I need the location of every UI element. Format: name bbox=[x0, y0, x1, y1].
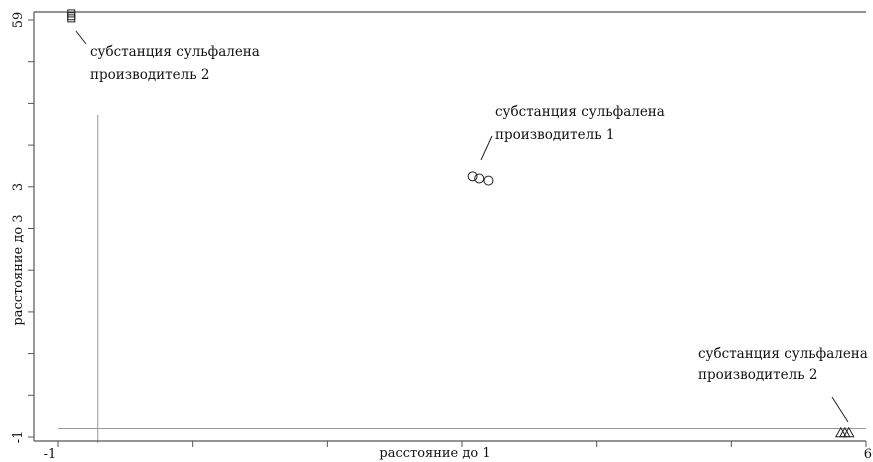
data-point-circle bbox=[467, 171, 478, 182]
annotation-leader-line bbox=[831, 396, 849, 423]
y-tick-label: 59 bbox=[11, 12, 26, 29]
annotation-label: субстанция сульфалена bbox=[90, 44, 260, 60]
x-tick-label: -1 bbox=[44, 447, 57, 462]
annotation-label: производитель 2 bbox=[698, 367, 817, 383]
data-point-circle bbox=[483, 175, 494, 186]
annotation-label: субстанция сульфалена bbox=[698, 346, 868, 362]
y-tick-label: -1 bbox=[11, 431, 26, 444]
x-tick-label: 60 bbox=[864, 447, 873, 462]
annotation-label: производитель 2 bbox=[90, 67, 209, 83]
x-axis-label: расстояние до 1 bbox=[379, 446, 490, 461]
annotation-label: производитель 1 bbox=[495, 127, 614, 143]
annotation-leader-line bbox=[480, 135, 493, 161]
y-axis-label: расстояние до 3 bbox=[11, 214, 26, 325]
annotation-label: субстанция сульфалена bbox=[495, 104, 665, 120]
data-point-circle bbox=[474, 173, 485, 184]
data-point-triangle bbox=[842, 426, 855, 438]
annotation-leader-line bbox=[75, 30, 87, 45]
data-point-square bbox=[67, 14, 76, 23]
y-tick-label: 3 bbox=[11, 183, 26, 191]
